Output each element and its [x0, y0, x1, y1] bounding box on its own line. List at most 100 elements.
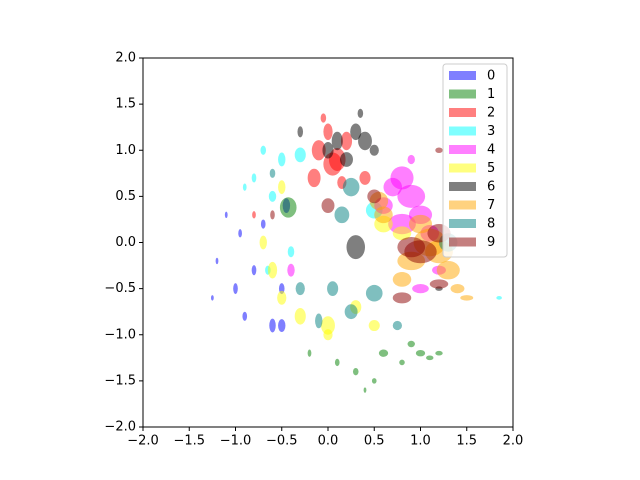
y-tick-label: 1.0	[115, 143, 136, 158]
y-tick-label: −1.5	[104, 373, 136, 388]
legend-label: 7	[487, 198, 495, 213]
ellipse-point	[392, 320, 402, 331]
x-tick-label: 0.0	[318, 434, 339, 449]
ellipse-point	[368, 319, 380, 332]
ellipse-point	[404, 240, 437, 264]
legend-label: 0	[487, 69, 495, 84]
ellipse-point	[260, 219, 266, 229]
legend-label: 8	[487, 217, 495, 232]
ellipse-point	[278, 152, 286, 167]
ellipse-point	[327, 281, 339, 297]
ellipse-point	[224, 211, 228, 219]
ellipse-point	[358, 131, 372, 151]
ellipse-point	[331, 131, 343, 151]
ellipse-point	[374, 206, 393, 224]
ellipse-point	[279, 197, 297, 218]
ellipse-point	[295, 282, 305, 296]
legend-swatch	[449, 89, 476, 99]
ellipse-point	[315, 313, 323, 329]
legend-label: 9	[487, 235, 495, 250]
legend-label: 6	[487, 180, 495, 195]
x-tick-label: 2.0	[503, 434, 524, 449]
ellipse-point	[392, 292, 412, 304]
x-tick-label: 0.5	[364, 434, 385, 449]
ellipse-point	[233, 283, 238, 295]
ellipse-point	[270, 210, 275, 220]
ellipse-point	[460, 295, 474, 301]
ellipse-point	[435, 350, 443, 356]
plot-area	[210, 108, 502, 393]
ellipse-point	[287, 263, 295, 277]
ellipse-point	[407, 154, 415, 165]
ellipse-point	[269, 318, 276, 333]
ellipse-point	[251, 173, 257, 183]
legend-label: 1	[487, 87, 495, 102]
ellipse-point	[346, 235, 365, 260]
legend-label: 2	[487, 106, 495, 121]
ellipse-point	[496, 296, 502, 300]
ellipse-point	[311, 140, 326, 161]
ellipse-point	[426, 355, 434, 361]
ellipse-point	[307, 349, 312, 357]
x-tick-label: 1.5	[456, 434, 477, 449]
ellipse-point	[344, 304, 358, 320]
y-tick-label: 0.0	[115, 235, 136, 250]
legend-swatch	[449, 200, 476, 210]
y-tick-label: 2.0	[115, 51, 136, 66]
x-tick-label: −2.0	[127, 434, 159, 449]
ellipse-point	[278, 319, 286, 332]
ellipse-point	[367, 189, 382, 204]
ellipse-point	[450, 284, 465, 294]
ellipse-point	[251, 265, 257, 276]
y-tick-label: 1.5	[115, 97, 136, 112]
ellipse-point	[392, 226, 412, 241]
legend-swatch	[449, 71, 476, 80]
ellipse-point	[383, 177, 402, 197]
x-tick-label: −1.0	[220, 434, 252, 449]
legend-swatch	[449, 237, 476, 247]
ellipse-point	[369, 144, 379, 156]
x-tick-label: −0.5	[266, 434, 298, 449]
ellipse-point	[334, 358, 340, 367]
ellipse-point	[435, 147, 443, 154]
ellipse-point	[407, 340, 415, 348]
ellipse-point	[340, 152, 353, 167]
ellipse-point	[408, 214, 433, 234]
ellipse-point	[287, 246, 295, 258]
legend-swatch	[449, 108, 476, 117]
ellipse-point	[242, 183, 247, 191]
ellipse-point	[321, 198, 335, 213]
ellipse-point	[378, 349, 389, 357]
ellipse-point	[260, 145, 267, 155]
ellipse-point	[215, 257, 219, 265]
ellipse-point	[297, 126, 304, 138]
ellipse-point	[210, 295, 214, 301]
ellipse-point	[350, 123, 362, 141]
ellipse-point	[357, 108, 364, 118]
ellipse-point	[334, 206, 350, 224]
x-tick-label: 1.0	[410, 434, 431, 449]
ellipse-point	[363, 387, 367, 393]
ellipse-point	[320, 113, 327, 123]
legend-swatch	[449, 126, 476, 136]
ellipse-point	[371, 378, 377, 384]
ellipse-point	[397, 184, 426, 208]
ellipse-point	[278, 180, 286, 195]
ellipse-point	[294, 147, 306, 163]
ellipse-point	[321, 316, 335, 335]
y-tick-label: −1.0	[104, 327, 136, 342]
ellipse-point	[268, 190, 277, 202]
legend-label: 4	[487, 143, 495, 158]
ellipse-point	[352, 367, 359, 376]
ellipse-point	[342, 177, 360, 197]
ellipse-point	[340, 131, 353, 151]
ellipse-point	[365, 284, 383, 302]
ellipse-point	[399, 359, 405, 366]
ellipse-point	[252, 211, 256, 219]
y-tick-label: −2.0	[104, 420, 136, 435]
ellipse-point	[294, 307, 306, 325]
ellipse-point	[323, 329, 333, 341]
legend-swatch	[449, 182, 476, 191]
